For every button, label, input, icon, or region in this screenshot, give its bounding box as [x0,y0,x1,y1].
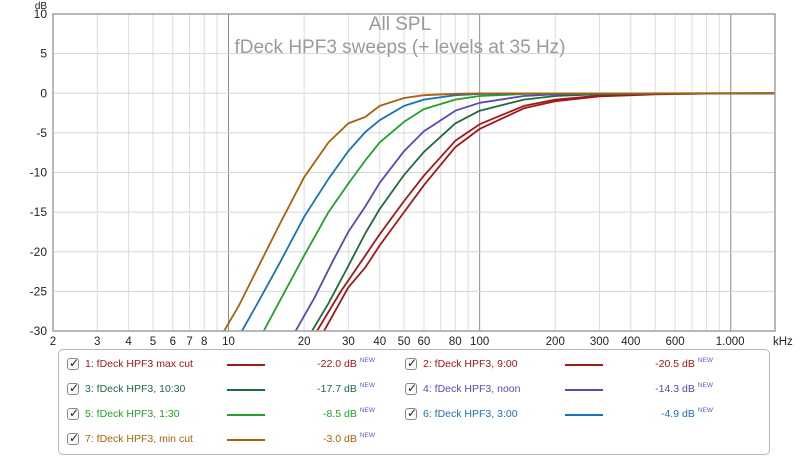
level-value: -8.5 dB [322,408,357,420]
legend-checkbox[interactable]: ✓ [67,406,80,420]
x-tick-label: 7 [186,336,192,345]
x-tick-label: 60 [418,336,431,345]
x-tick-label: 400 [621,336,640,345]
legend-item-5[interactable]: ✓ 5: fDeck HPF3, 1:30 -8.5 dB NEW [67,406,387,427]
legend-item-level: -22.0 dB NEW [267,357,375,370]
plot-frame [52,13,776,332]
checkmark-icon: ✓ [407,381,418,395]
y-tick-label: -10 [30,166,48,180]
legend-checkbox[interactable]: ✓ [67,381,80,395]
x-tick-label: 50 [398,336,411,345]
y-tick-label: -25 [30,284,48,298]
legend-item-name: 7: fDeck HPF3, min cut [85,433,193,445]
y-axis-unit: dB [35,1,48,12]
new-badge: NEW [359,407,375,414]
legend-checkbox[interactable]: ✓ [405,406,418,420]
level-value: -17.7 dB [317,383,357,395]
checkmark-icon: ✓ [69,431,80,445]
legend-item-level: -3.0 dB NEW [267,432,375,445]
y-tick-label: 5 [40,47,47,61]
legend-line-swatch [227,389,265,391]
level-value: -3.0 dB [322,433,357,445]
checkmark-icon: ✓ [69,381,80,395]
x-tick-label: 300 [590,336,609,345]
x-tick-label: 8 [201,336,207,345]
legend-checkbox[interactable]: ✓ [405,381,418,395]
level-value: -20.5 dB [655,358,695,370]
legend-item-level: -14.3 dB NEW [605,382,713,395]
chart-subtitle: fDeck HPF3 sweeps (+ levels at 35 Hz) [234,37,565,58]
new-badge: NEW [359,432,375,439]
new-badge: NEW [359,382,375,389]
legend-checkbox[interactable]: ✓ [405,356,418,370]
x-tick-label: 600 [665,336,684,345]
legend-item-name: 5: fDeck HPF3, 1:30 [85,408,180,420]
legend-item-7[interactable]: ✓ 7: fDeck HPF3, min cut -3.0 dB NEW [67,431,387,452]
x-tick-label: 40 [373,336,386,345]
series-line-7 [223,92,775,331]
checkmark-icon: ✓ [69,356,80,370]
x-axis-unit: kHz [773,336,793,345]
legend-line-swatch [565,389,603,391]
level-value: -14.3 dB [655,383,695,395]
legend-item-name: 2: fDeck HPF3, 9:00 [423,358,518,370]
x-tick-label: 80 [449,336,462,345]
legend-item-name: 4: fDeck HPF3, noon [423,383,521,395]
legend-item-level: -8.5 dB NEW [267,407,375,420]
y-tick-label: 0 [40,86,47,100]
legend-line-swatch [227,439,265,441]
x-tick-label: 1.000 [716,336,745,345]
x-tick-label: 6 [170,336,176,345]
legend-line-swatch [565,364,603,366]
legend-item-level: -4.9 dB NEW [605,407,713,420]
y-tick-label: -5 [36,126,47,140]
checkmark-icon: ✓ [407,406,418,420]
x-tick-label: 3 [94,336,100,345]
legend-line-swatch [227,414,265,416]
x-tick-label: 2 [50,336,56,345]
legend-line-swatch [227,364,265,366]
checkmark-icon: ✓ [69,406,80,420]
y-tick-label: -15 [30,205,48,219]
y-tick-label: -30 [30,324,48,338]
legend-item-4[interactable]: ✓ 4: fDeck HPF3, noon -14.3 dB NEW [405,381,725,402]
new-badge: NEW [697,357,713,364]
new-badge: NEW [359,357,375,364]
y-tick-label: 10 [34,7,48,21]
x-tick-label: 30 [342,336,355,345]
spl-chart: All SPL fDeck HPF3 sweeps (+ levels at 35… [30,1,793,345]
new-badge: NEW [697,382,713,389]
series-line-4 [294,92,775,331]
legend-panel: ✓ 1: fDeck HPF3 max cut -22.0 dB NEW ✓ 2:… [58,349,770,455]
legend-item-level: -17.7 dB NEW [267,382,375,395]
legend-item-3[interactable]: ✓ 3: fDeck HPF3, 10:30 -17.7 dB NEW [67,381,387,402]
legend-item-name: 6: fDeck HPF3, 3:00 [423,408,518,420]
chart-title: All SPL [369,14,431,35]
legend-item-6[interactable]: ✓ 6: fDeck HPF3, 3:00 -4.9 dB NEW [405,406,725,427]
legend-item-2[interactable]: ✓ 2: fDeck HPF3, 9:00 -20.5 dB NEW [405,356,725,377]
y-tick-label: -20 [30,245,48,259]
legend-checkbox[interactable]: ✓ [67,356,80,370]
checkmark-icon: ✓ [407,356,418,370]
legend-checkbox[interactable]: ✓ [67,431,80,445]
level-value: -4.9 dB [660,408,695,420]
x-tick-label: 200 [546,336,565,345]
legend-item-level: -20.5 dB NEW [605,357,713,370]
new-badge: NEW [697,407,713,414]
legend-item-name: 3: fDeck HPF3, 10:30 [85,383,186,395]
legend-item-name: 1: fDeck HPF3 max cut [85,358,193,370]
level-value: -22.0 dB [317,358,357,370]
x-tick-label: 100 [470,336,489,345]
legend-item-1[interactable]: ✓ 1: fDeck HPF3 max cut -22.0 dB NEW [67,356,387,377]
x-tick-label: 4 [125,336,132,345]
x-tick-label: 20 [298,336,311,345]
x-tick-label: 10 [222,336,235,345]
x-tick-label: 5 [150,336,156,345]
legend-line-swatch [565,414,603,416]
